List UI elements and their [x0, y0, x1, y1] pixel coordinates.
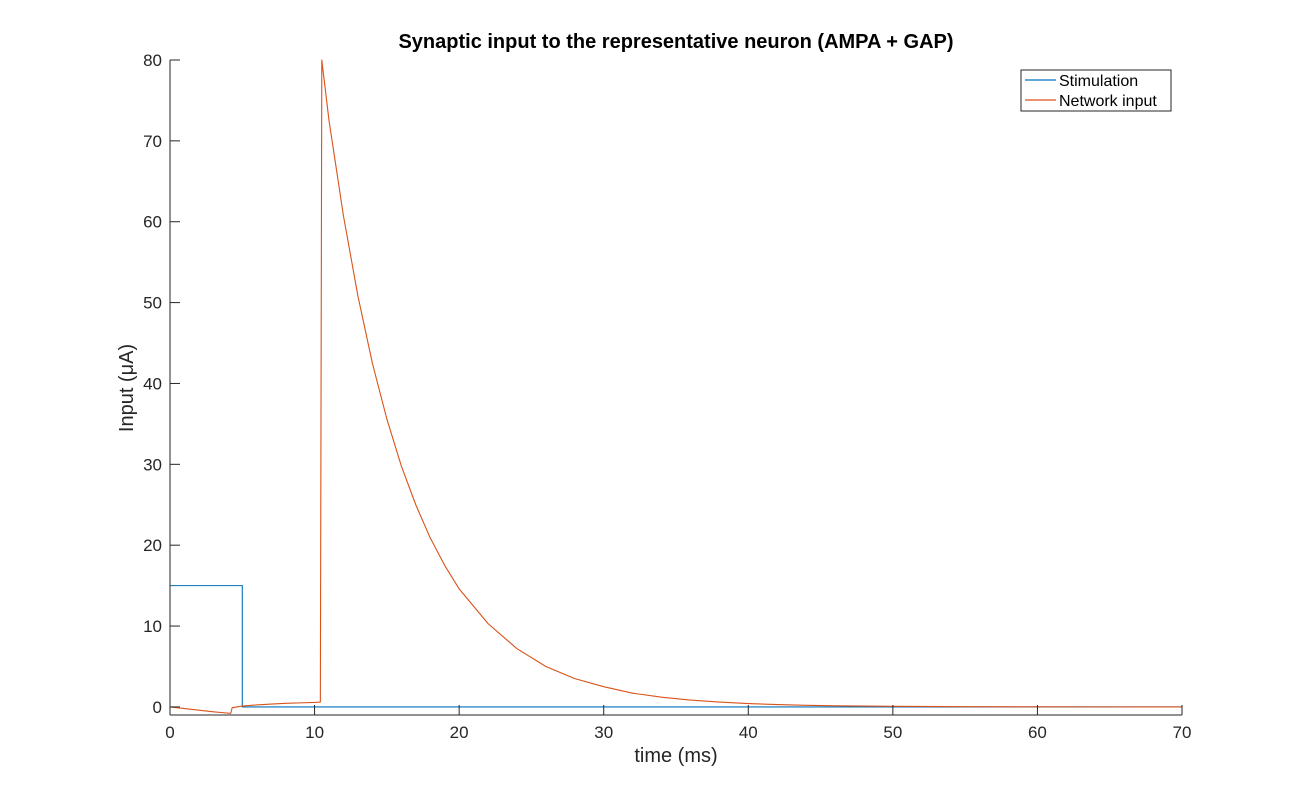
y-ticks: 0 10 20 30 40 50 60 70 80 — [143, 51, 180, 717]
y-tick-label: 70 — [143, 132, 162, 151]
y-tick-label: 80 — [143, 51, 162, 70]
legend-label-stimulation: Stimulation — [1059, 73, 1138, 90]
y-tick-label: 0 — [153, 698, 162, 717]
series-layer — [169, 59, 1183, 714]
legend-box — [1020, 69, 1172, 112]
x-tick-label: 40 — [739, 723, 758, 742]
series-line-network-input — [169, 59, 1183, 714]
x-tick-label: 50 — [883, 723, 902, 742]
axes-layer — [169, 60, 1182, 716]
y-tick-label: 20 — [143, 536, 162, 555]
series-line-stimulation — [170, 585, 1182, 708]
x-tick-label: 10 — [305, 723, 324, 742]
y-axis-label: Input (μA) — [116, 344, 138, 432]
legend: Stimulation Network input — [1020, 69, 1172, 112]
x-tick-label: 60 — [1028, 723, 1047, 742]
y-tick-label: 50 — [143, 294, 162, 313]
plot-background — [170, 60, 1182, 715]
y-tick-label: 30 — [143, 455, 162, 474]
chart-title: Synaptic input to the representative neu… — [398, 31, 953, 53]
x-axis-label: time (ms) — [634, 745, 717, 767]
x-ticks: 0 10 20 30 40 50 60 70 — [165, 705, 1191, 742]
x-tick-label: 70 — [1173, 723, 1192, 742]
y-tick-label: 60 — [143, 213, 162, 232]
x-tick-label: 30 — [594, 723, 613, 742]
x-tick-label: 0 — [165, 723, 174, 742]
legend-label-network-input: Network input — [1059, 93, 1157, 110]
y-tick-label: 40 — [143, 374, 162, 393]
y-tick-label: 10 — [143, 617, 162, 636]
x-tick-label: 20 — [450, 723, 469, 742]
